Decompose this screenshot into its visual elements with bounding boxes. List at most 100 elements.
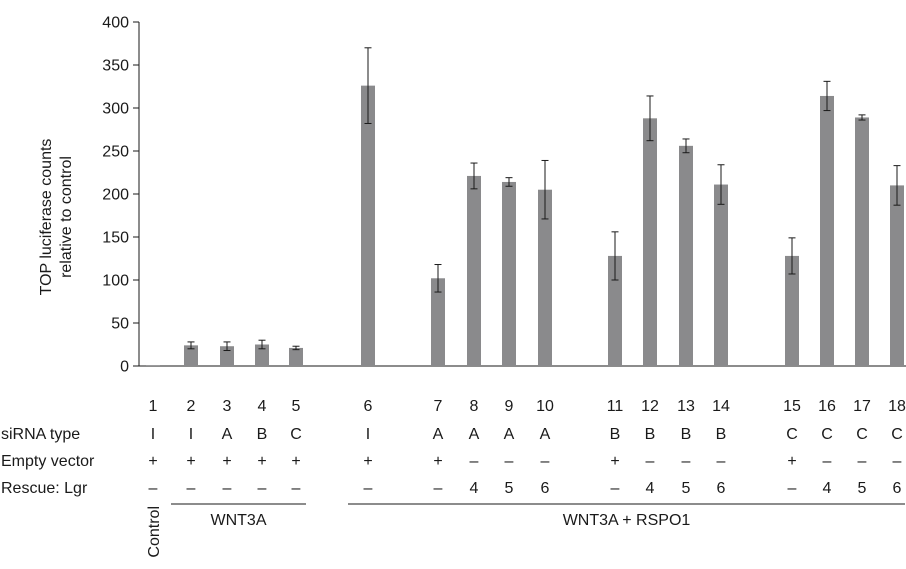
row-cell-sirna: I: [151, 426, 155, 443]
row-cell-rescue-lgr: 5: [682, 480, 691, 497]
row-cell-empty-vector: –: [893, 453, 902, 470]
row-cell-rescue-lgr: –: [364, 480, 373, 497]
bar-7: [431, 278, 445, 366]
bar-12: [643, 118, 657, 366]
lane-number: 12: [641, 398, 659, 415]
row-cell-empty-vector: +: [787, 453, 796, 470]
row-cell-rescue-lgr: 4: [470, 480, 479, 497]
error-bar-15: [788, 237, 796, 275]
row-cell-sirna: C: [856, 426, 868, 443]
lane-number: 10: [536, 398, 554, 415]
bar-18: [890, 185, 904, 366]
row-cell-empty-vector: +: [186, 453, 195, 470]
row-cell-empty-vector: –: [470, 453, 479, 470]
error-bar-3: [223, 341, 231, 352]
row-values: I I A B C I A A A A B B B B C C C C + + + + + + + – – – + – – – + – – – – – – –…: [148, 426, 902, 497]
bar-6: [361, 85, 375, 366]
row-cell-empty-vector: –: [858, 453, 867, 470]
row-cell-sirna: B: [610, 426, 621, 443]
y-axis-title: TOP luciferase counts relative to contro…: [38, 139, 75, 296]
error-bar-18: [893, 165, 901, 206]
bar-4: [255, 344, 269, 366]
row-cell-rescue-lgr: –: [187, 480, 196, 497]
bar-1: [146, 365, 160, 366]
bar-3: [220, 346, 234, 366]
row-cell-sirna: A: [469, 426, 480, 443]
lane-number: 11: [607, 398, 624, 415]
row-cell-sirna: A: [540, 426, 551, 443]
lane-number: 5: [292, 398, 301, 415]
row-cell-rescue-lgr: 5: [505, 480, 514, 497]
row-label-sirna-type: siRNA type: [1, 426, 80, 443]
lane-number: 17: [853, 398, 871, 415]
error-bar-13: [682, 138, 690, 154]
row-cell-empty-vector: –: [717, 453, 726, 470]
row-cell-rescue-lgr: –: [434, 480, 443, 497]
error-bar-5: [292, 345, 300, 351]
row-label-empty-vector: Empty vector: [1, 453, 95, 470]
y-axis-ticks: 0 50 100 150 200 250 300 350 400: [102, 15, 139, 376]
bars: [146, 85, 904, 367]
row-cell-sirna: A: [504, 426, 515, 443]
row-label-rescue-lgr: Rescue: Lgr: [1, 480, 88, 497]
lane-number: 1: [149, 398, 158, 415]
group-wnt3a-rspo1: WNT3A + RSPO1: [348, 503, 905, 529]
error-bar-4: [258, 339, 266, 350]
bar-2: [184, 345, 198, 366]
row-cell-sirna: A: [222, 426, 233, 443]
bar-9: [502, 181, 516, 366]
lane-number: 9: [505, 398, 514, 415]
row-cell-rescue-lgr: 4: [823, 480, 832, 497]
row-cell-sirna: B: [645, 426, 656, 443]
y-tick-label: 150: [102, 230, 129, 247]
row-cell-sirna: C: [891, 426, 903, 443]
lane-number: 3: [223, 398, 232, 415]
row-labels: siRNA type Empty vector Rescue: Lgr: [1, 426, 95, 497]
row-cell-rescue-lgr: –: [611, 480, 620, 497]
error-bar-14: [717, 164, 725, 205]
row-cell-empty-vector: +: [363, 453, 372, 470]
row-cell-rescue-lgr: –: [788, 480, 797, 497]
y-tick-label: 50: [111, 316, 129, 333]
bar-14: [714, 184, 728, 366]
row-cell-rescue-lgr: 6: [717, 480, 726, 497]
lane-number: 8: [470, 398, 479, 415]
row-cell-rescue-lgr: 6: [893, 480, 902, 497]
lane-number: 4: [258, 398, 267, 415]
lane-number: 15: [783, 398, 801, 415]
row-cell-empty-vector: –: [646, 453, 655, 470]
bar-17: [855, 117, 869, 367]
row-cell-empty-vector: +: [148, 453, 157, 470]
y-tick-label: 400: [102, 15, 129, 32]
row-cell-empty-vector: +: [433, 453, 442, 470]
bar-5: [289, 347, 303, 366]
y-tick-label: 350: [102, 58, 129, 75]
row-cell-empty-vector: +: [257, 453, 266, 470]
y-tick-label: 200: [102, 187, 129, 204]
lane-number: 6: [364, 398, 373, 415]
row-cell-rescue-lgr: –: [149, 480, 158, 497]
bar-16: [820, 95, 834, 367]
lane-number: 18: [888, 398, 906, 415]
row-cell-sirna: I: [189, 426, 193, 443]
lane-numbers: 1 2 3 4 5 6 7 8 9 10 11 12 13 14 15 16 17 18: [149, 398, 906, 415]
error-bar-9: [505, 177, 513, 187]
bar-15: [785, 255, 799, 366]
group-label: WNT3A: [211, 512, 267, 529]
row-cell-sirna: C: [290, 426, 302, 443]
lane-number: 16: [818, 398, 836, 415]
group-label: Control: [146, 506, 163, 558]
lane-number: 7: [434, 398, 443, 415]
lane-number: 13: [677, 398, 695, 415]
row-cell-rescue-lgr: 5: [858, 480, 867, 497]
row-cell-empty-vector: –: [823, 453, 832, 470]
row-cell-sirna: I: [366, 426, 370, 443]
error-bar-2: [187, 341, 195, 350]
row-cell-sirna: C: [821, 426, 833, 443]
y-axis-title-line-1: TOP luciferase counts: [38, 139, 55, 296]
row-cell-rescue-lgr: –: [292, 480, 301, 497]
bar-8: [467, 175, 481, 366]
row-cell-sirna: C: [786, 426, 798, 443]
error-bar-10: [541, 159, 549, 220]
error-bar-8: [470, 162, 478, 190]
